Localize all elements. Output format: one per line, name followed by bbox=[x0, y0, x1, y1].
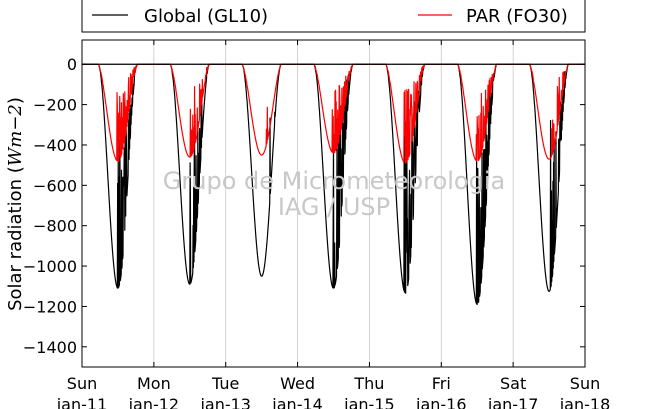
y-tick-label: −1000 bbox=[23, 257, 77, 276]
x-tick-label-day: Wed bbox=[280, 374, 315, 393]
watermark-line-1: Grupo de Micrometeorologia bbox=[163, 167, 505, 195]
x-tick-label-day: Sat bbox=[500, 374, 526, 393]
y-tick-label: −800 bbox=[33, 217, 77, 236]
axes-layer bbox=[81, 39, 586, 368]
y-tick-label: 0 bbox=[67, 55, 77, 74]
x-tick-label-day: Sun bbox=[67, 374, 97, 393]
watermark: Grupo de Micrometeorologia IAG / USP bbox=[163, 167, 505, 221]
x-tick-label-date: jan-14 bbox=[271, 395, 323, 409]
x-tick-label-day: Fri bbox=[432, 374, 451, 393]
legend: Global (GL10) PAR (FO30) bbox=[81, 0, 586, 33]
x-tick-label-day: Mon bbox=[137, 374, 171, 393]
x-tick-label-day: Thu bbox=[353, 374, 384, 393]
y-axis-label-unit: Wm−2 bbox=[5, 104, 26, 166]
legend-label-global: Global (GL10) bbox=[144, 6, 268, 27]
y-tick-label: −200 bbox=[33, 96, 77, 115]
series-line-par bbox=[81, 63, 586, 164]
y-tick-label: −600 bbox=[33, 176, 77, 195]
x-tick-label-date: jan-18 bbox=[559, 395, 611, 409]
ticks-layer: 0 −200 −400 −600 −800 −1000 −1200 −1400 Sun jan-1… bbox=[23, 40, 610, 409]
series-layer bbox=[81, 63, 586, 306]
x-tick-label-date: jan-12 bbox=[128, 395, 180, 409]
y-axis-label-close: ) bbox=[5, 97, 26, 104]
x-tick-label-date: jan-13 bbox=[199, 395, 251, 409]
x-tick-label-date: jan-15 bbox=[343, 395, 395, 409]
y-axis-label: Solar radiation (Wm−2) bbox=[5, 97, 26, 311]
y-tick-label: −1400 bbox=[23, 338, 77, 357]
watermark-line-2: IAG / USP bbox=[278, 193, 390, 221]
legend-frame bbox=[81, 0, 586, 33]
x-tick-label-day: Sun bbox=[570, 374, 600, 393]
grid-layer bbox=[153, 40, 514, 367]
x-tick-label-date: jan-16 bbox=[415, 395, 467, 409]
y-tick-label: −400 bbox=[33, 136, 77, 155]
x-tick-label-date: jan-11 bbox=[56, 395, 108, 409]
y-tick-label: −1200 bbox=[23, 297, 77, 316]
x-tick-label-date: jan-17 bbox=[487, 395, 539, 409]
x-tick-label-day: Tue bbox=[211, 374, 239, 393]
plot-frame bbox=[81, 39, 586, 368]
y-axis-label-text: Solar radiation ( bbox=[5, 166, 26, 311]
legend-label-par: PAR (FO30) bbox=[466, 6, 568, 27]
